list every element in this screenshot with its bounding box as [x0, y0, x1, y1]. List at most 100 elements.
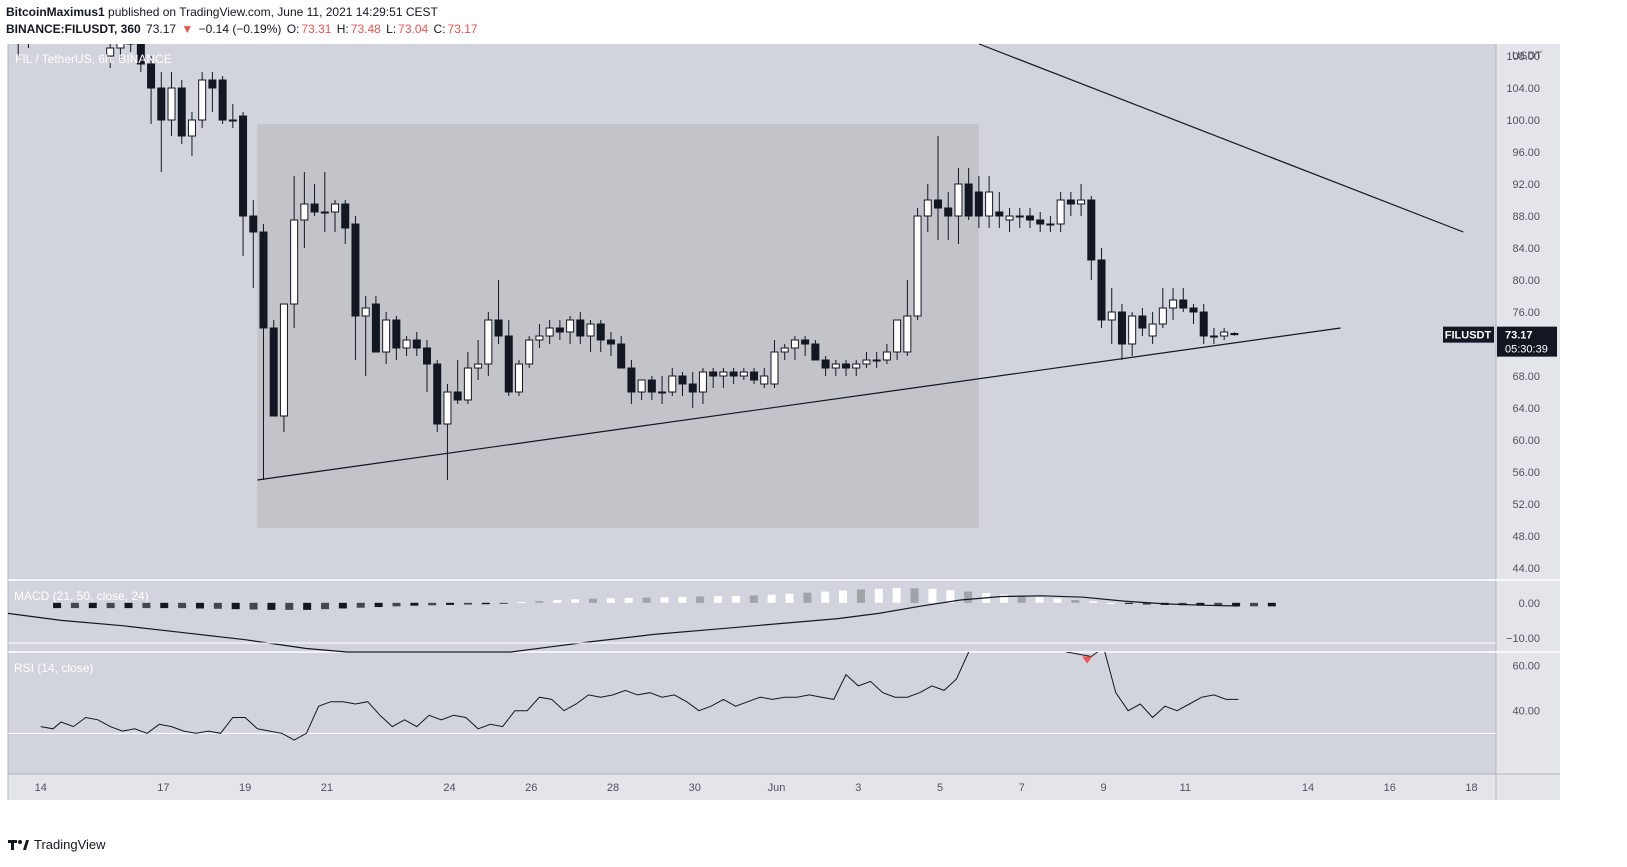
macd-histogram-bar — [106, 602, 115, 609]
candle-up — [1169, 299, 1178, 309]
macd-histogram-bar — [124, 602, 133, 609]
candle-up — [545, 327, 554, 337]
descending-resistance-line — [978, 43, 1464, 233]
symbol-tag: FILUSDT — [1445, 330, 1492, 342]
candle-down — [944, 207, 953, 217]
author-name[interactable]: BitcoinMaximus1 — [6, 5, 105, 19]
candle-up — [474, 363, 483, 369]
macd-histogram-bar — [749, 595, 758, 603]
macd-histogram-bar — [392, 602, 401, 607]
macd-histogram-bar — [785, 593, 794, 603]
candle-down — [494, 319, 503, 337]
macd-histogram-bar — [1232, 602, 1241, 607]
candle-up — [1015, 215, 1024, 218]
candle-down — [412, 339, 421, 349]
price-tick-label: 104.00 — [1506, 83, 1540, 95]
macd-histogram-bar — [356, 602, 365, 608]
candle-up — [903, 315, 912, 353]
footer-brand[interactable]: TradingView — [34, 837, 106, 852]
last-price: 73.17 — [146, 22, 177, 36]
candle-up — [698, 371, 707, 393]
time-tick-label: 14 — [1302, 782, 1314, 794]
candle-down — [239, 115, 248, 217]
candle-up — [637, 379, 646, 393]
candle-up — [290, 219, 299, 305]
candle-up — [361, 307, 370, 317]
macd-histogram-bar — [1124, 602, 1133, 604]
time-tick-label: 11 — [1180, 782, 1191, 794]
candle-up — [1005, 215, 1014, 221]
macd-histogram-bar — [1017, 595, 1026, 603]
macd-tick-label: −10.00 — [1506, 633, 1540, 645]
candle-down — [1189, 307, 1198, 313]
candle-up — [525, 339, 534, 365]
candle-down — [576, 319, 585, 337]
macd-histogram-bar — [1142, 602, 1151, 605]
candle-down — [392, 319, 401, 349]
candle-up — [1107, 311, 1116, 321]
macd-histogram-bar — [1214, 602, 1223, 606]
price-tick-label: 44.00 — [1512, 563, 1540, 575]
candle-up — [228, 119, 237, 122]
macd-histogram-bar — [178, 602, 187, 609]
close-value: 73.17 — [447, 22, 478, 36]
candle-down — [371, 303, 380, 353]
candle-up — [586, 323, 595, 337]
candle-down — [341, 203, 350, 229]
candle-up — [658, 391, 667, 394]
macd-histogram-bar — [321, 602, 330, 610]
macd-histogram-bar — [660, 597, 669, 603]
divergence-arrow-icon — [1082, 656, 1093, 664]
macd-histogram-bar — [606, 598, 615, 603]
price-tick-label: 48.00 — [1512, 531, 1540, 543]
macd-histogram-bar — [463, 602, 472, 605]
candle-down — [606, 339, 615, 345]
macd-histogram-bar — [571, 599, 580, 603]
candle-up — [514, 363, 523, 393]
macd-histogram-bar — [231, 602, 240, 610]
candle-down — [157, 87, 166, 121]
candle-up — [923, 199, 932, 217]
rsi-label: RSI (14, close) — [14, 661, 93, 675]
macd-histogram-bar — [1035, 597, 1044, 603]
macd-histogram-bar — [249, 602, 258, 610]
macd-histogram-bar — [1267, 602, 1276, 607]
time-tick-label: 7 — [1019, 782, 1025, 794]
footer: TradingView — [8, 837, 106, 852]
macd-histogram-bar — [285, 602, 294, 610]
candle-up — [760, 375, 769, 385]
candle-up — [198, 79, 207, 121]
price-tick-label: 92.00 — [1512, 179, 1540, 191]
macd-histogram-bar — [499, 602, 508, 604]
candle-down — [453, 391, 462, 401]
candle-down — [177, 87, 186, 137]
tradingview-logo-icon — [8, 839, 29, 850]
macd-histogram-bar — [696, 596, 705, 603]
rsi-line — [40, 652, 1239, 741]
candle-up — [770, 351, 779, 385]
macd-histogram-bar — [1107, 602, 1116, 604]
time-axis-background — [8, 774, 1560, 800]
macd-histogram-bar — [374, 602, 383, 608]
macd-histogram-bar — [303, 602, 312, 610]
high-label: H: — [336, 22, 349, 36]
candle-down — [1036, 219, 1045, 225]
time-tick-label: Jun — [768, 782, 786, 794]
macd-histogram-bar — [588, 598, 597, 603]
candle-down — [208, 79, 217, 89]
time-tick-label: 5 — [937, 782, 943, 794]
candle-up — [1148, 323, 1157, 337]
candles-group — [17, 32, 1239, 480]
candle-down — [750, 371, 759, 381]
candle-down — [126, 44, 135, 45]
time-tick-label: 9 — [1100, 782, 1106, 794]
macd-histogram-bar — [928, 588, 937, 603]
time-tick-label: 18 — [1465, 782, 1477, 794]
candle-down — [617, 343, 626, 369]
candle-up — [25, 32, 32, 36]
candle-up — [300, 203, 309, 221]
time-tick-label: 19 — [239, 782, 251, 794]
macd-histogram-bar — [874, 588, 883, 603]
price-tick-label: 80.00 — [1512, 275, 1540, 287]
